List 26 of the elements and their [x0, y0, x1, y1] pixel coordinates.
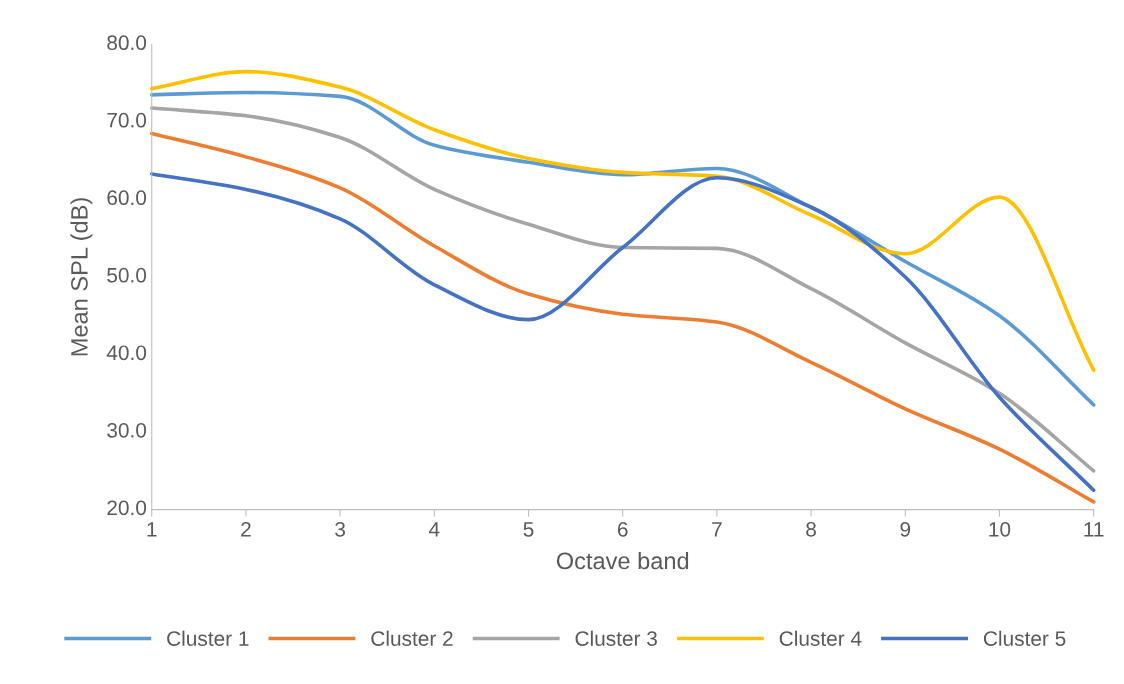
x-tick-label: 10: [989, 521, 1011, 537]
line-series: [149, 69, 1096, 372]
legend-label: Cluster 5: [983, 630, 1066, 646]
legend-label: Cluster 2: [371, 630, 453, 646]
y-tick-label: 60.0: [107, 190, 147, 206]
y-axis-title: Mean SPL (dB): [70, 198, 93, 356]
legend-label: Cluster 4: [779, 630, 862, 646]
y-tick-label: 70.0: [107, 112, 147, 128]
y-tick-label: 50.0: [107, 267, 147, 283]
x-tick-label: 4: [429, 522, 440, 537]
x-tick-label: 3: [335, 521, 345, 537]
y-tick-label: 30.0: [107, 422, 147, 438]
y-tick-label: 40.0: [106, 345, 147, 361]
x-tick-label: 5: [523, 522, 534, 537]
legend-label: Cluster 3: [575, 630, 657, 646]
x-tick-label: 1: [147, 522, 157, 537]
x-tick-label: 2: [241, 521, 251, 537]
x-tick-label: 9: [900, 521, 911, 537]
x-tick-label: 8: [806, 521, 816, 537]
y-tick-label: 20.0: [107, 500, 147, 516]
x-tick-label: 6: [617, 521, 628, 537]
x-axis-title: Octave band: [556, 551, 689, 570]
x-tick-label: 11: [1084, 522, 1104, 537]
y-tick-label: 80.0: [107, 35, 147, 51]
legend-label: Cluster 1: [167, 630, 249, 646]
x-tick-label: 7: [712, 522, 722, 537]
